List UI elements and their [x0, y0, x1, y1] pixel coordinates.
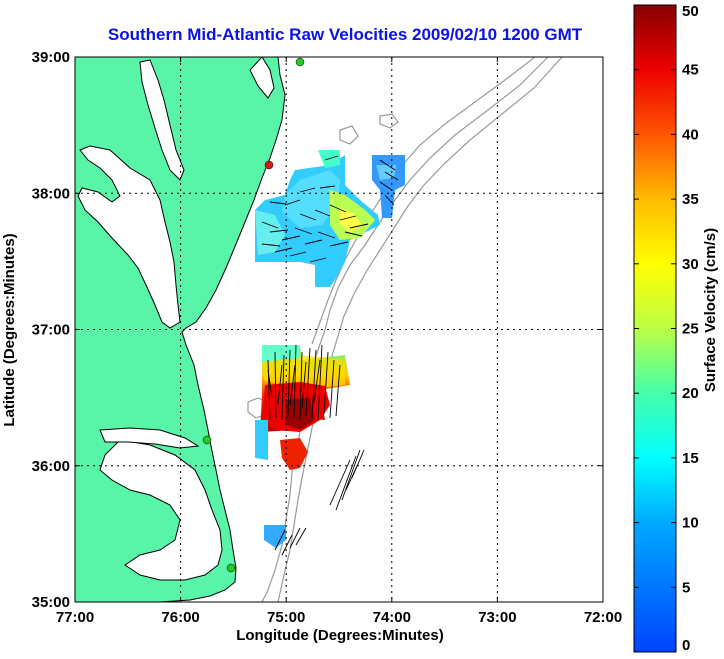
x-tick-label: 72:00	[584, 609, 622, 626]
colorbar	[633, 4, 677, 653]
x-tick-label: 77:00	[56, 609, 94, 626]
stations	[202, 57, 305, 573]
colorbar-tick-label: 40	[682, 126, 699, 143]
colorbar-tick-label: 15	[682, 450, 699, 467]
colorbar-tick-label: 50	[682, 3, 699, 20]
colorbar-tick-label: 25	[682, 321, 699, 338]
x-tick-label: 74:00	[373, 609, 411, 626]
colorbar-label: Surface Velocity (cm/s)	[702, 228, 719, 392]
pamlico-sound	[99, 439, 223, 581]
colorbar-tick-label: 20	[682, 385, 699, 402]
bathymetry-contours	[247, 57, 563, 602]
y-axis-label: Latitude (Degrees:Minutes)	[1, 233, 18, 426]
y-tick-label: 39:00	[32, 49, 70, 66]
x-axis-label: Longitude (Degrees:Minutes)	[236, 627, 444, 644]
chart-title: Southern Mid-Atlantic Raw Velocities 200…	[108, 25, 583, 44]
x-tick-label: 75:00	[267, 609, 305, 626]
north-velocity-field	[255, 150, 405, 287]
chesapeake-upper	[139, 59, 185, 181]
y-tick-label: 37:00	[32, 322, 70, 339]
albemarle-sound	[99, 427, 200, 449]
velocity-arrows	[261, 155, 399, 556]
colorbar-tick-label: 0	[682, 637, 690, 654]
colorbar-tick-label: 35	[682, 191, 699, 208]
colorbar-tick-label: 30	[682, 256, 699, 273]
x-tick-label: 76:00	[161, 609, 199, 626]
delaware-bay	[249, 57, 275, 99]
plot-area	[75, 57, 603, 602]
chesapeake-bay	[77, 145, 181, 329]
hatteras-station	[226, 563, 236, 573]
y-axis-ticks: 39:00 38:00 37:00 36:00 35:00	[32, 49, 603, 611]
y-tick-label: 36:00	[32, 458, 70, 475]
north-station	[295, 57, 305, 67]
delaware-station	[264, 160, 274, 170]
x-axis-ticks: 77:00 76:00 75:00 74:00 73:00 72:00	[56, 57, 622, 626]
grid-lines	[75, 57, 603, 602]
duck-station	[202, 435, 212, 445]
x-tick-label: 73:00	[478, 609, 516, 626]
colorbar-tick-label: 5	[682, 579, 690, 596]
y-tick-label: 38:00	[32, 185, 70, 202]
colorbar-tick-label: 10	[682, 515, 699, 532]
colorbar-tick-label: 45	[682, 62, 699, 79]
y-tick-label: 35:00	[32, 594, 70, 611]
